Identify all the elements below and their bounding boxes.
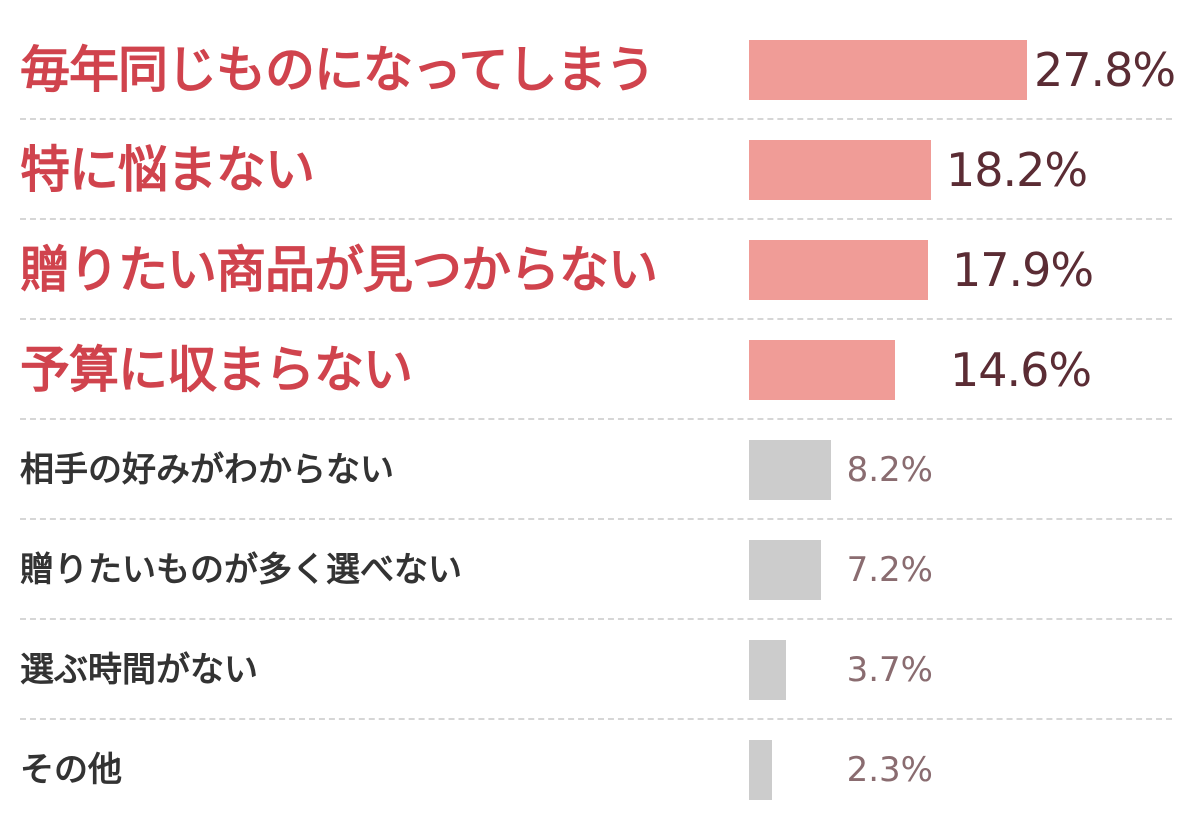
value-label: 27.8% <box>1034 43 1176 97</box>
value-label: 17.9% <box>952 243 1094 297</box>
chart-row: 特に悩まない 18.2% <box>0 120 1200 220</box>
bar <box>749 740 772 800</box>
bar <box>749 440 831 500</box>
category-label: 相手の好みがわからない <box>20 450 394 490</box>
chart-row: 毎年同じものになってしまう 27.8% <box>0 20 1200 120</box>
value-label: 3.7% <box>846 650 933 690</box>
bar <box>749 340 895 400</box>
bar <box>749 240 928 300</box>
category-label: 毎年同じものになってしまう <box>20 41 655 99</box>
category-label: 特に悩まない <box>20 141 315 199</box>
bar <box>749 640 786 700</box>
value-label: 18.2% <box>946 143 1088 197</box>
row-divider <box>20 518 1172 520</box>
bar <box>749 40 1027 100</box>
row-divider <box>20 318 1172 320</box>
row-divider <box>20 418 1172 420</box>
chart-row: 選ぶ時間がない 3.7% <box>0 620 1200 720</box>
row-divider <box>20 618 1172 620</box>
chart-row: 予算に収まらない 14.6% <box>0 320 1200 420</box>
bar <box>749 540 821 600</box>
chart-row: その他 2.3% <box>0 720 1200 820</box>
value-label: 2.3% <box>846 750 933 790</box>
row-divider <box>20 218 1172 220</box>
category-label: 予算に収まらない <box>20 341 413 399</box>
row-divider <box>20 118 1172 120</box>
category-label: 選ぶ時間がない <box>20 650 258 690</box>
category-label: 贈りたい商品が見つからない <box>20 241 658 299</box>
chart-row: 相手の好みがわからない 8.2% <box>0 420 1200 520</box>
row-divider <box>20 718 1172 720</box>
value-label: 8.2% <box>846 450 933 490</box>
category-label: 贈りたいものが多く選べない <box>20 550 462 590</box>
value-label: 7.2% <box>846 550 933 590</box>
value-label: 14.6% <box>950 343 1092 397</box>
category-label: その他 <box>20 750 122 790</box>
chart-row: 贈りたい商品が見つからない 17.9% <box>0 220 1200 320</box>
bar <box>749 140 931 200</box>
chart-row: 贈りたいものが多く選べない 7.2% <box>0 520 1200 620</box>
